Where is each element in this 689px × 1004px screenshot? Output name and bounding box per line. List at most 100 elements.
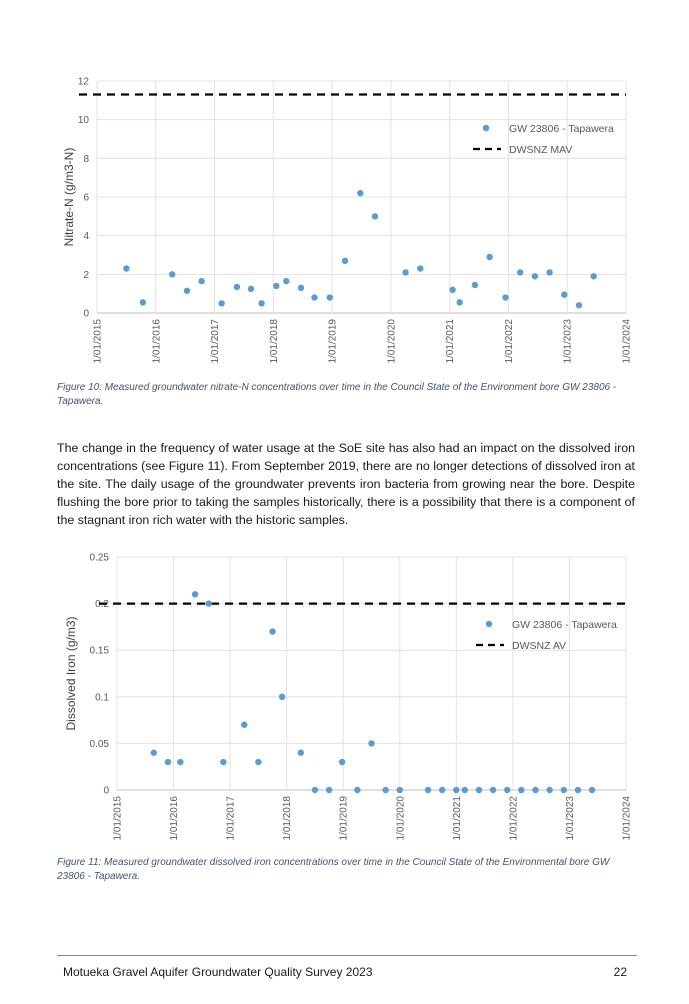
y-tick-label: 4 — [83, 231, 89, 242]
data-point — [255, 758, 262, 766]
data-point — [453, 786, 460, 794]
legend-series-label: GW 23806 - Tapawera — [512, 619, 617, 631]
chart-svg: 0 2 4 6 8 10 12 1/01/2015 1/01/2016 1/01/2017 1/01… — [62, 77, 633, 364]
x-tick-label: 1/01/2019 — [328, 319, 339, 364]
data-point — [198, 277, 205, 285]
x-tick-label: 1/01/2024 — [622, 796, 633, 841]
chart-svg: 00.050.10.150.20.251/01/20151/01/20161/0… — [64, 553, 633, 841]
y-tick-label: 12 — [78, 77, 90, 88]
y-tick-label: 0 — [103, 786, 109, 797]
data-point — [233, 283, 241, 291]
x-tick-label: 1/01/2018 — [282, 796, 293, 841]
y-axis-label: Dissolved Iron (g/m3) — [64, 616, 78, 730]
x-tick-label: 1/01/2020 — [386, 319, 397, 364]
x-tick-label: 1/01/2015 — [93, 319, 104, 364]
y-tick-label: 6 — [83, 193, 89, 204]
data-point — [575, 302, 583, 309]
data-point — [273, 282, 280, 290]
figure-10-caption: Figure 10: Measured groundwater nitrate-… — [57, 382, 617, 407]
data-point — [417, 265, 424, 272]
data-point — [164, 758, 172, 766]
x-tick-label: 1/01/2016 — [169, 796, 180, 841]
data-point — [150, 749, 157, 756]
data-point — [357, 189, 364, 197]
y-axis-label: Nitrate-N (g/m3-N) — [62, 148, 76, 247]
data-point — [326, 294, 333, 301]
data-point — [471, 281, 479, 289]
data-point — [590, 273, 597, 280]
x-tick-label: 1/01/2019 — [339, 796, 350, 841]
data-point — [218, 300, 225, 307]
data-point — [278, 693, 286, 700]
data-point — [561, 291, 568, 298]
data-point — [402, 269, 409, 276]
data-point — [518, 786, 525, 794]
data-point — [475, 786, 483, 794]
x-tick-label: 1/01/2023 — [563, 319, 574, 364]
x-tick-label: 1/01/2021 — [452, 796, 463, 841]
data-point — [183, 287, 191, 294]
legend-series-marker — [482, 124, 490, 132]
data-point — [504, 786, 511, 794]
y-tick-label: 10 — [78, 115, 90, 126]
data-point — [382, 786, 389, 794]
data-point — [283, 277, 290, 285]
y-tick-label: 0 — [83, 309, 89, 320]
data-point — [531, 273, 539, 280]
data-point — [297, 284, 305, 292]
legend-line-label: DWSNZ MAV — [509, 144, 572, 156]
data-point — [532, 786, 539, 794]
x-tick-label: 1/01/2021 — [445, 319, 456, 364]
data-point — [247, 285, 255, 293]
data-point — [560, 786, 567, 794]
y-tick-label: 0.25 — [90, 553, 110, 564]
x-tick-label: 1/01/2015 — [113, 796, 124, 841]
data-point — [456, 299, 463, 306]
y-tick-label: 8 — [83, 154, 89, 165]
legend-line-label: DWSNZ AV — [512, 640, 566, 652]
x-tick-label: 1/01/2024 — [622, 319, 633, 364]
nitrate-chart: 0 2 4 6 8 10 12 1/01/2015 1/01/2016 1/01/2017 1/01… — [0, 66, 689, 386]
iron-chart: 00.050.10.150.20.251/01/20151/01/20161/0… — [0, 544, 689, 859]
data-point — [546, 269, 553, 276]
x-tick-label: 1/01/2018 — [269, 319, 280, 364]
data-point — [241, 721, 248, 728]
x-tick-label: 1/01/2023 — [565, 796, 576, 841]
figure-11-caption: Figure 11: Measured groundwater dissolve… — [57, 857, 610, 882]
data-point — [517, 269, 524, 276]
footer-title: Motueka Gravel Aquifer Groundwater Quali… — [63, 965, 373, 979]
x-tick-label: 1/01/2017 — [210, 319, 221, 364]
legend-series-marker — [485, 620, 493, 628]
x-tick-label: 1/01/2022 — [508, 796, 519, 841]
data-point — [489, 786, 497, 794]
data-point — [311, 786, 319, 794]
x-tick-label: 1/01/2016 — [151, 319, 162, 364]
data-point — [486, 253, 493, 261]
data-point — [546, 786, 553, 794]
data-point — [438, 786, 446, 794]
data-point — [354, 786, 361, 794]
data-point — [574, 786, 582, 794]
data-point — [205, 600, 212, 607]
y-tick-label: 0.15 — [90, 646, 110, 657]
x-tick-label: 1/01/2022 — [504, 319, 515, 364]
y-tick-label: 0.05 — [90, 739, 110, 750]
legend-series-label: GW 23806 - Tapawera — [509, 123, 614, 135]
x-tick-label: 1/01/2020 — [395, 796, 406, 841]
data-point — [338, 758, 346, 766]
body-paragraph: The change in the frequency of water usa… — [57, 441, 635, 528]
data-point — [368, 740, 375, 747]
data-point — [311, 294, 318, 301]
data-point — [449, 286, 456, 293]
data-point — [139, 299, 147, 306]
data-point — [325, 786, 333, 794]
data-point — [502, 294, 509, 301]
data-point — [169, 271, 176, 278]
data-point — [269, 628, 276, 635]
data-point — [424, 786, 432, 794]
data-point — [177, 758, 184, 766]
x-tick-label: 1/01/2017 — [226, 796, 237, 841]
data-point — [258, 300, 265, 307]
data-point — [396, 786, 403, 794]
data-point — [371, 213, 379, 220]
